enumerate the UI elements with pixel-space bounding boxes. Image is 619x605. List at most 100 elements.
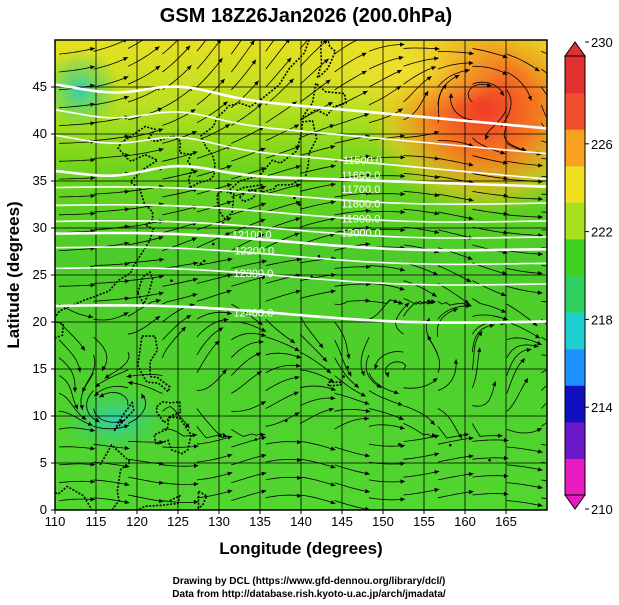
streamline bbox=[196, 490, 233, 499]
streamline bbox=[506, 344, 539, 358]
streamline bbox=[334, 113, 370, 126]
colorbar-tick-label: 214 bbox=[591, 400, 613, 415]
streamline bbox=[300, 201, 336, 210]
y-tick-label: 10 bbox=[33, 408, 47, 423]
contour-label: 12200.0 bbox=[234, 245, 274, 257]
wind-arrowhead bbox=[80, 345, 85, 351]
wind-arrowhead bbox=[502, 270, 508, 276]
x-tick-label: 160 bbox=[454, 514, 476, 529]
wind-arrowhead bbox=[294, 232, 300, 237]
streamline bbox=[299, 333, 328, 362]
wind-arrowhead bbox=[227, 453, 233, 458]
wind-arrowhead bbox=[431, 66, 436, 71]
colorbar-segment bbox=[565, 348, 585, 386]
streamline bbox=[93, 297, 130, 302]
streamline bbox=[368, 69, 403, 88]
streamline bbox=[437, 426, 470, 439]
wind-arrowhead bbox=[124, 224, 130, 229]
wind-arrowhead bbox=[261, 471, 267, 476]
contour-label: 11500.0 bbox=[343, 155, 382, 167]
wind-arrowhead bbox=[374, 364, 379, 370]
x-tick-label: 125 bbox=[167, 514, 189, 529]
streamline bbox=[506, 160, 543, 167]
wind-arrowhead bbox=[503, 438, 509, 443]
streamline bbox=[472, 190, 509, 197]
streamline bbox=[58, 303, 94, 318]
coastline bbox=[300, 81, 348, 121]
height-contour-line bbox=[55, 204, 547, 223]
streamline bbox=[437, 158, 474, 166]
streamline bbox=[265, 376, 300, 391]
streamline bbox=[196, 201, 232, 213]
colorbar-tick-label: 230 bbox=[591, 35, 613, 50]
wind-arrowhead bbox=[192, 433, 198, 438]
wind-arrowhead bbox=[261, 167, 266, 172]
streamline bbox=[231, 233, 265, 251]
wind-arrowhead bbox=[464, 432, 469, 437]
wind-arrowhead bbox=[362, 36, 367, 40]
streamline bbox=[59, 103, 96, 109]
streamline bbox=[403, 405, 436, 426]
streamline bbox=[506, 178, 543, 183]
streamline bbox=[196, 101, 228, 124]
wind-arrowhead bbox=[220, 78, 225, 84]
wind-arrowhead bbox=[347, 371, 352, 377]
wind-arrowhead bbox=[426, 76, 432, 81]
streamline bbox=[265, 494, 302, 499]
streamline bbox=[104, 352, 130, 379]
wind-arrowhead bbox=[477, 347, 482, 353]
streamline bbox=[127, 148, 164, 156]
colorbar-tick-label: 226 bbox=[591, 137, 613, 152]
coastline bbox=[391, 538, 416, 557]
wind-arrowhead bbox=[260, 401, 266, 406]
streamline bbox=[93, 424, 130, 430]
wind-arrowhead bbox=[158, 480, 164, 485]
wind-arrowhead bbox=[254, 80, 259, 86]
wind-arrowhead bbox=[90, 102, 95, 107]
streamline bbox=[506, 268, 543, 274]
contour-label: 12000.0 bbox=[341, 227, 381, 239]
streamline bbox=[127, 128, 164, 139]
wind-arrowhead bbox=[90, 121, 96, 126]
streamline bbox=[334, 266, 371, 269]
y-tick-label: 20 bbox=[33, 314, 47, 329]
coastline bbox=[55, 125, 194, 318]
streamline bbox=[231, 428, 266, 437]
streamline bbox=[472, 381, 496, 407]
wind-arrowhead bbox=[502, 54, 508, 59]
wind-arrowhead bbox=[158, 128, 164, 133]
streamline bbox=[299, 316, 324, 349]
island-mark bbox=[293, 196, 296, 200]
wind-arrowhead bbox=[225, 124, 230, 129]
streamline bbox=[472, 48, 508, 59]
wind-arrowhead bbox=[346, 354, 351, 359]
wind-arrowhead bbox=[431, 299, 436, 304]
streamline bbox=[437, 74, 460, 105]
streamline bbox=[506, 500, 543, 507]
wind-arrowhead bbox=[400, 155, 406, 160]
wind-arrowhead bbox=[95, 382, 101, 387]
streamline bbox=[196, 318, 229, 338]
streamline bbox=[369, 461, 406, 465]
streamline bbox=[300, 351, 332, 374]
wind-arrowhead bbox=[465, 68, 470, 73]
colorbar-segment bbox=[565, 165, 585, 203]
wind-arrowhead bbox=[453, 308, 458, 313]
streamline bbox=[231, 436, 267, 448]
y-tick-label: 40 bbox=[33, 126, 47, 141]
wind-arrowhead bbox=[289, 78, 294, 84]
wind-arrowhead bbox=[260, 218, 266, 223]
streamline bbox=[162, 40, 179, 55]
coastline bbox=[136, 494, 181, 510]
streamline bbox=[334, 70, 367, 91]
wind-arrowhead bbox=[535, 334, 540, 339]
streamline bbox=[162, 326, 187, 358]
wind-arrowhead bbox=[331, 273, 336, 278]
wind-arrowhead bbox=[434, 46, 440, 51]
wind-arrowhead bbox=[158, 498, 164, 504]
streamline bbox=[300, 369, 335, 383]
streamline bbox=[300, 165, 336, 174]
streamline bbox=[58, 339, 81, 373]
streamline bbox=[403, 298, 436, 305]
wind-arrowhead bbox=[538, 214, 543, 220]
